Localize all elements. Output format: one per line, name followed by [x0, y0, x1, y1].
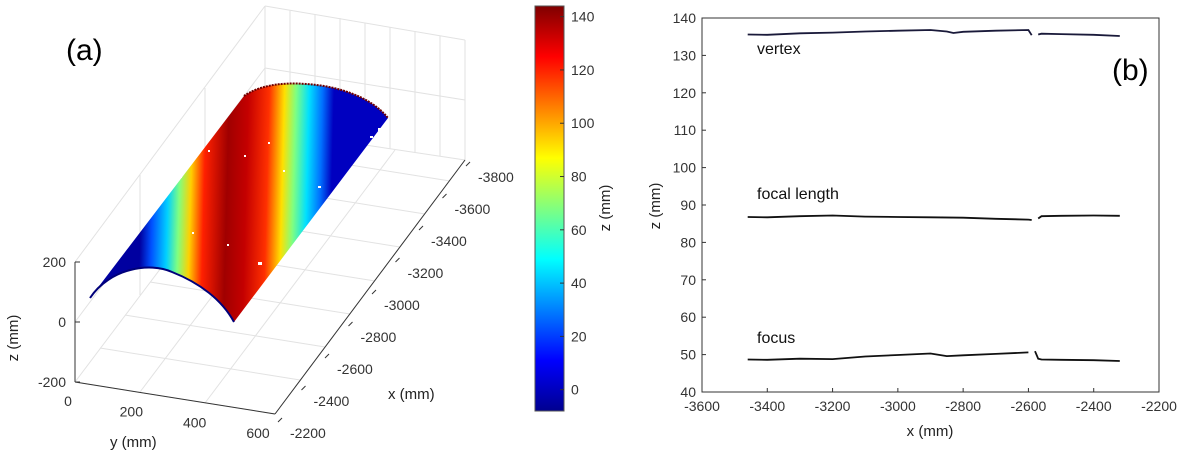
y-tick-label-3d: 200	[120, 404, 144, 420]
y-tick-label: 70	[680, 272, 696, 288]
y-tick-label: 60	[680, 309, 696, 325]
x-tick-label-3d: -3200	[408, 265, 444, 281]
parabolic-trough-surface	[89, 82, 389, 323]
x-tick-mark-3d	[465, 161, 471, 167]
z-tick-label-3d: -200	[38, 374, 66, 390]
y-tick-label: 140	[673, 10, 697, 26]
x-tick-mark-3d	[442, 193, 447, 199]
colorbar-tick-label: 20	[571, 328, 587, 344]
series-line-focal-length	[1037, 214, 1120, 220]
colorbar-tick-label: 140	[571, 9, 595, 25]
x-axis-label-3d: x (mm)	[388, 386, 435, 403]
x-tick-label: -2400	[1076, 398, 1112, 414]
x-tick-label-3d: -3800	[478, 169, 514, 185]
series-line-focus	[747, 351, 1029, 361]
colorbar-tick-label: 0	[571, 382, 579, 398]
y-tick-label: 110	[674, 122, 697, 138]
y-tick-label: 90	[680, 197, 696, 213]
x-tick-mark-3d	[324, 353, 330, 359]
y-tick-label: 100	[673, 160, 697, 176]
panel-label-a: (a)	[66, 34, 103, 67]
y-axis-label-3d: y (mm)	[110, 434, 157, 451]
series-line-focal-length	[747, 214, 1032, 221]
colorbar-ticks: 0 20 40 60 80 100 120 140	[560, 9, 595, 398]
z-axis-label-3d: z (mm)	[5, 315, 22, 362]
y-tick-label: 80	[680, 234, 696, 250]
x-tick-label: -3600	[684, 398, 720, 414]
panel-a-3d-plot: -3800 -3600 -3400 -3200 -3000 -2800 -2600 -2400…	[5, 5, 514, 451]
panel-label-b: (b)	[1112, 54, 1149, 87]
x-tick-label-3d: -2600	[337, 361, 373, 377]
y-tick-label: 50	[680, 347, 696, 363]
y-tick-label-3d: 400	[183, 414, 207, 430]
y-tick-label-3d: 0	[64, 393, 72, 409]
plot-area	[701, 17, 1160, 393]
surface-speckles	[120, 128, 381, 265]
panel-b-line-chart: -3600 -3400 -3200 -3000 -2800 -2600 -2400 -2200…	[647, 10, 1177, 440]
series-line-vertex	[1037, 32, 1120, 37]
colorbar: 0 20 40 60 80 100 120 140 z (mm)	[534, 5, 614, 412]
x-tick-label: -3200	[815, 398, 851, 414]
series-line-focus	[1034, 350, 1120, 362]
colorbar-gradient	[534, 5, 565, 412]
colorbar-tick-label: 80	[571, 169, 587, 185]
z-tick-label-3d: 200	[43, 254, 67, 270]
z-tick-label-3d: 0	[58, 314, 66, 330]
colorbar-label: z (mm)	[597, 185, 614, 232]
x-tick-label: -2200	[1141, 398, 1177, 414]
series-label-focal-length: focal length	[757, 186, 839, 203]
colorbar-tick-label: 60	[571, 222, 587, 238]
x-tick-label: -3000	[880, 398, 916, 414]
colorbar-tick-label: 100	[571, 115, 595, 131]
x-tick-mark-3d	[301, 385, 306, 391]
x-tick-label-3d: -2400	[314, 393, 350, 409]
x-tick-label: -2600	[1011, 398, 1047, 414]
x-tick-label: -3400	[749, 398, 785, 414]
x-axis-label: x (mm)	[907, 423, 954, 440]
x-tick-label-3d: -2200	[290, 425, 326, 441]
x-tick-mark-3d	[371, 289, 377, 295]
x-tick-mark-3d	[277, 417, 283, 423]
line-chart-ticks: -3600 -3400 -3200 -3000 -2800 -2600 -2400 -2200…	[673, 10, 1177, 414]
x-tick-mark-3d	[395, 257, 400, 263]
colorbar-tick-label: 40	[571, 275, 587, 291]
y-tick-label: 130	[673, 47, 697, 63]
series-line-vertex	[747, 29, 1033, 36]
x-tick-label-3d: -3600	[455, 201, 491, 217]
colorbar-tick-label: 120	[571, 62, 595, 78]
series-label-vertex: vertex	[757, 41, 801, 58]
surface-tick-labels: -3800 -3600 -3400 -3200 -3000 -2800 -2600 -2400…	[38, 161, 514, 441]
y-tick-label-3d: 600	[246, 425, 270, 441]
x-tick-label: -2800	[945, 398, 981, 414]
line-chart-series	[747, 29, 1120, 362]
y-tick-label: 120	[673, 85, 697, 101]
x-tick-label-3d: -3000	[384, 297, 420, 313]
x-tick-label-3d: -3400	[431, 233, 467, 249]
y-axis-label: z (mm)	[647, 183, 664, 230]
y-tick-label: 40	[680, 384, 696, 400]
x-tick-label-3d: -2800	[361, 329, 397, 345]
x-tick-mark-3d	[418, 225, 424, 231]
series-label-focus: focus	[757, 330, 795, 347]
x-tick-mark-3d	[348, 321, 353, 327]
